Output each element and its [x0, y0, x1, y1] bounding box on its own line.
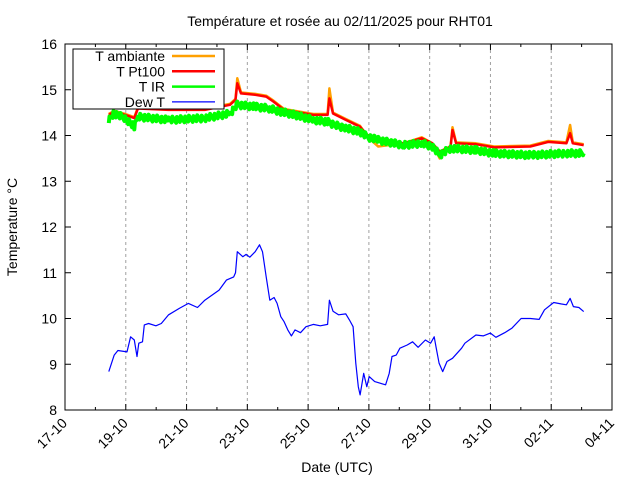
legend-label: Dew T	[125, 94, 166, 110]
y-tick-label: 11	[42, 265, 57, 281]
series-line-t-ir	[106, 99, 586, 161]
legend-label: T IR	[139, 79, 165, 95]
legend-label: T ambiante	[95, 48, 165, 64]
legend-box	[72, 48, 225, 110]
y-tick-label: 8	[49, 402, 57, 418]
series-line-dew-t	[108, 244, 585, 396]
y-tick-label: 14	[41, 128, 57, 144]
y-tick-label: 15	[41, 82, 57, 98]
x-axis-label: Date (UTC)	[301, 459, 373, 475]
y-tick-label: 13	[41, 173, 57, 189]
y-tick-label: 9	[49, 356, 57, 372]
legend-label: T Pt100	[116, 63, 165, 79]
y-tick-label: 16	[41, 36, 57, 52]
y-tick-label: 12	[41, 219, 57, 235]
y-axis-label: Temperature °C	[4, 178, 20, 276]
chart-title: Température et rosée au 02/11/2025 pour …	[187, 13, 493, 29]
y-tick-label: 10	[41, 311, 57, 327]
